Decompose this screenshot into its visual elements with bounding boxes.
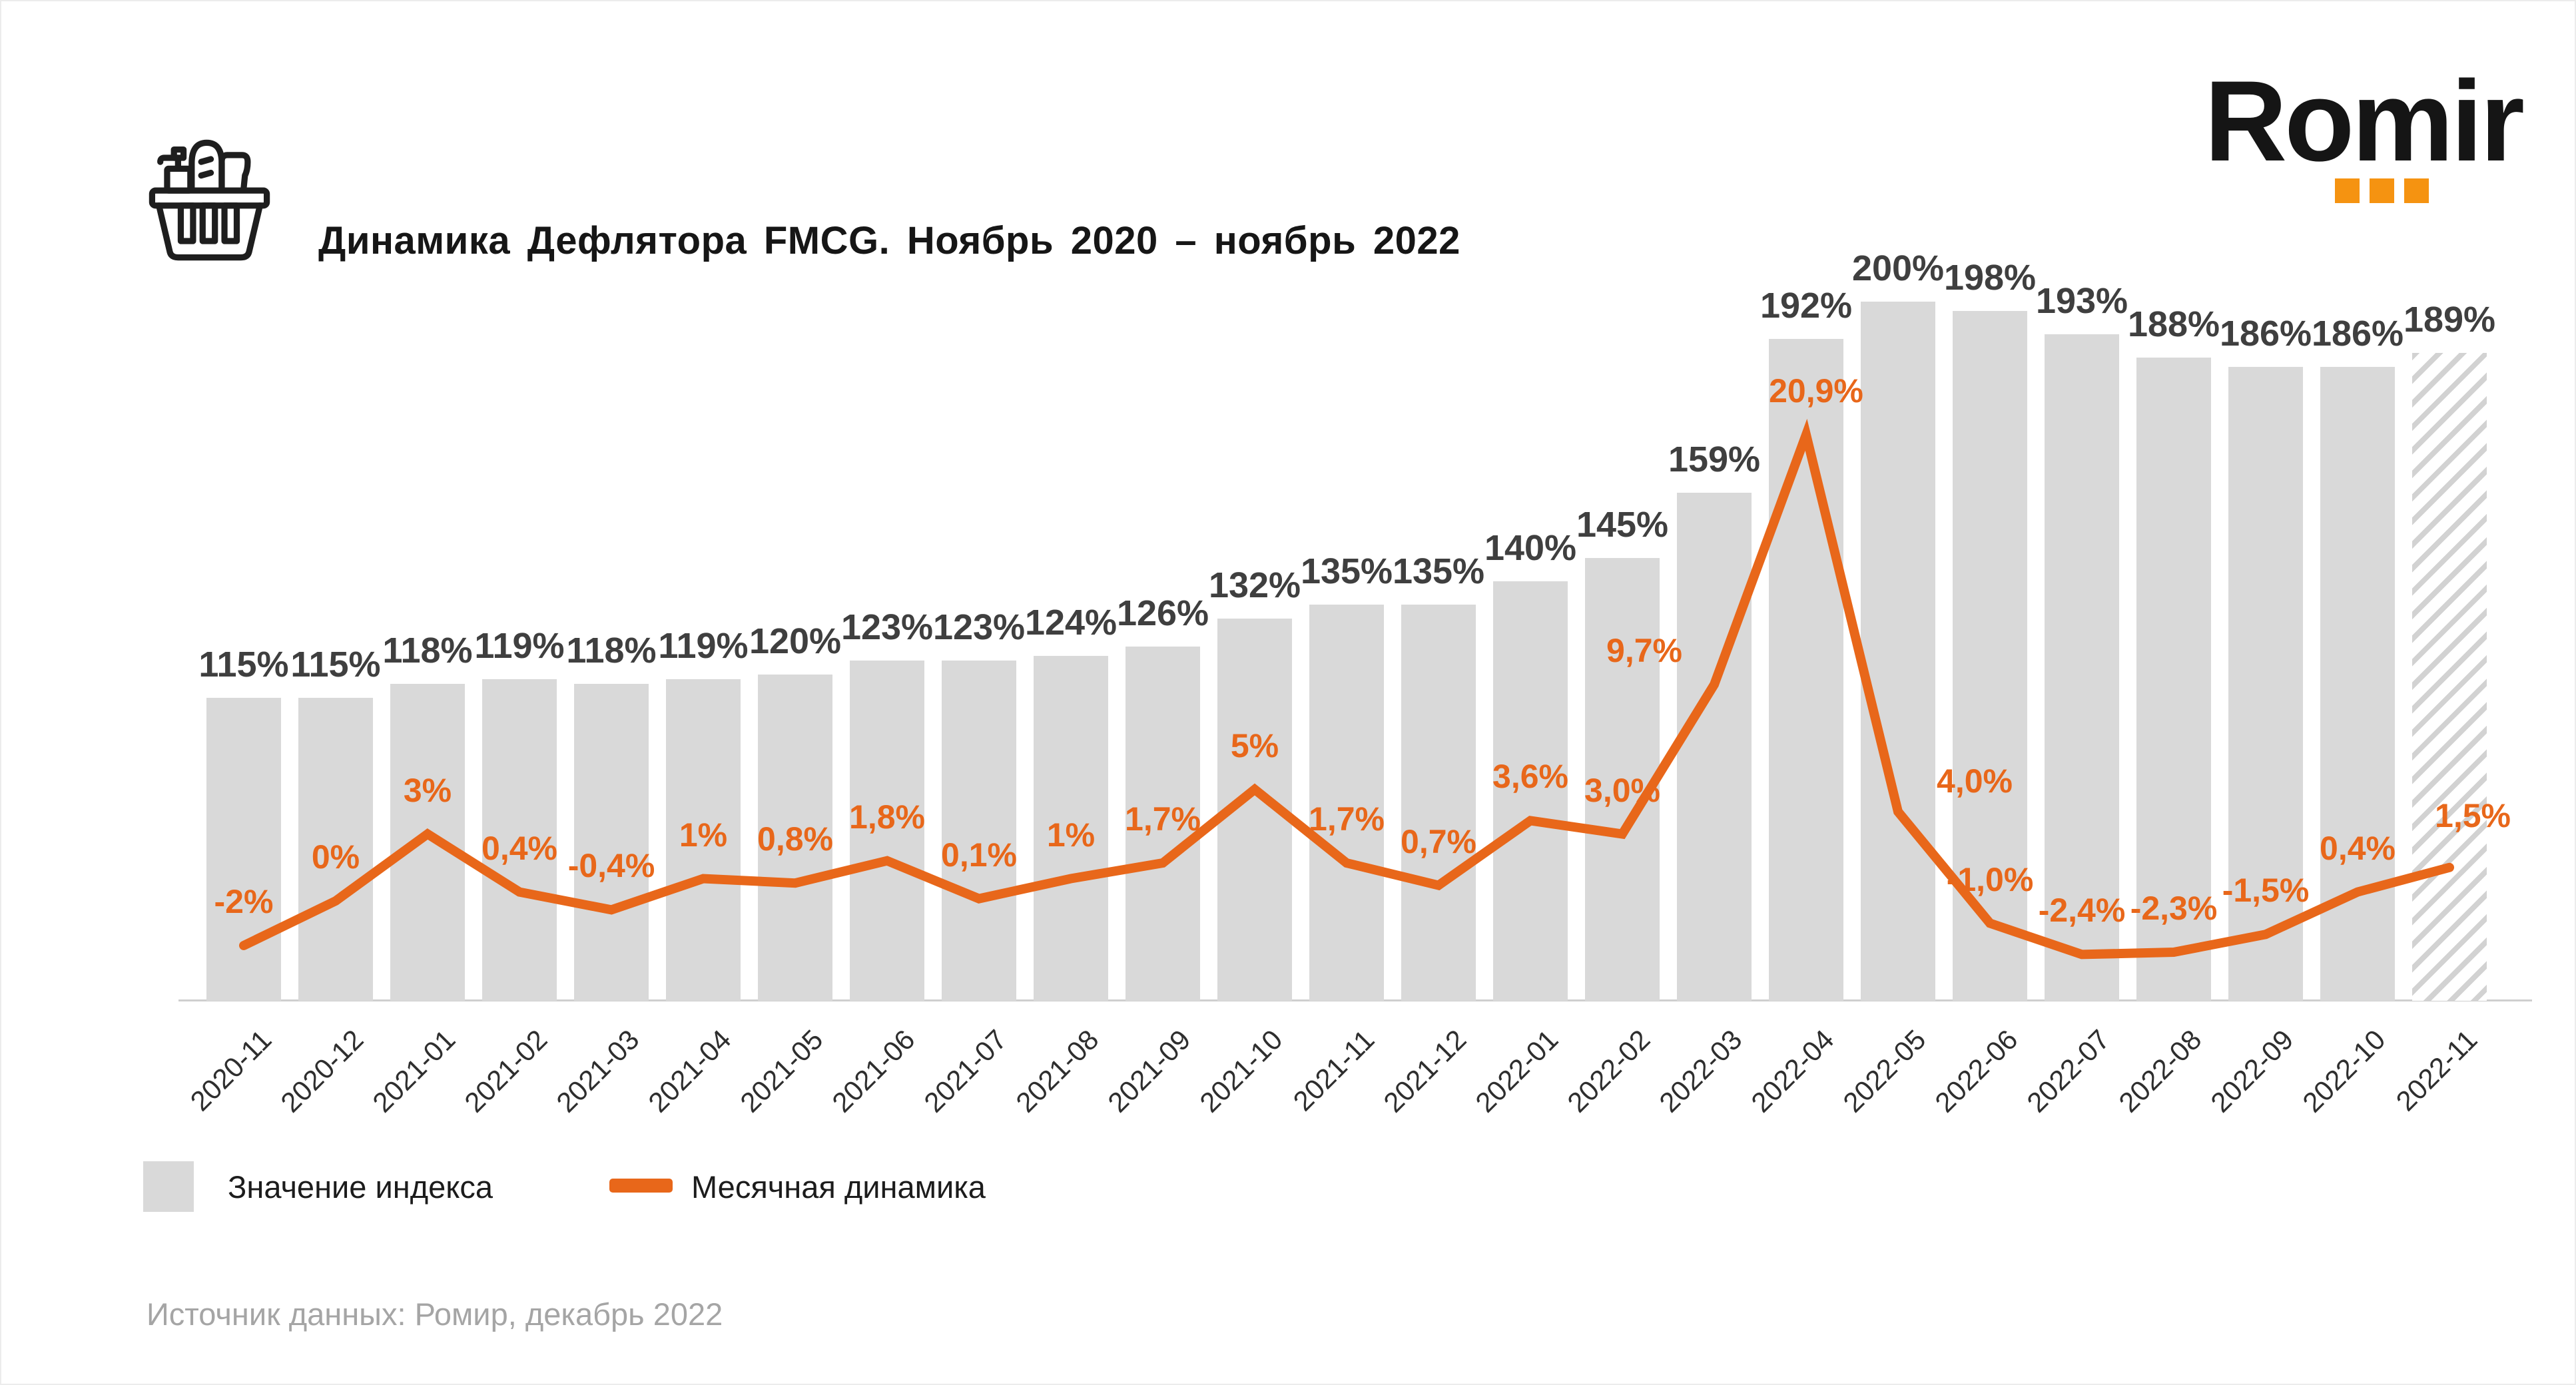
line-value-label: 0,4% <box>2320 829 2396 867</box>
line-value-label: 1% <box>679 816 728 854</box>
index-bar-2021-08 <box>1034 656 1108 1001</box>
line-value-label: 0,8% <box>757 820 833 858</box>
line-value-label: 3% <box>403 771 452 809</box>
bar-value-label: 186% <box>2311 314 2404 354</box>
line-value-label: -2,3% <box>2130 890 2218 928</box>
bar-value-label: 198% <box>1943 258 2037 298</box>
index-bar-2022-09 <box>2228 367 2303 1001</box>
index-bar-2022-11 <box>2412 353 2487 1001</box>
line-value-label: 4,0% <box>1937 762 2013 800</box>
bar-value-label: 124% <box>1024 603 1118 643</box>
line-value-label: 0,7% <box>1401 822 1476 860</box>
romir-logo-text: Romir <box>2204 57 2525 185</box>
romir-logo: Romir <box>2204 57 2525 217</box>
index-bar-2021-05 <box>758 675 832 1001</box>
index-bar-2021-07 <box>942 661 1016 1001</box>
index-bar-2021-03 <box>574 684 649 1001</box>
line-value-label: -0,4% <box>567 847 655 885</box>
bar-value-label: 192% <box>1760 286 1853 326</box>
bar-value-label: 193% <box>2035 281 2128 321</box>
bar-value-label: 120% <box>749 621 842 661</box>
legend-swatch-monthly-line <box>609 1179 673 1193</box>
bar-value-label: 118% <box>566 631 657 671</box>
index-bar-2020-12 <box>298 698 373 1001</box>
line-value-label: 1,5% <box>2435 796 2511 834</box>
logo-dot-icon <box>2404 178 2429 203</box>
index-bar-2021-12 <box>1401 605 1476 1001</box>
index-bar-2022-08 <box>2136 358 2211 1001</box>
index-bar-2021-04 <box>666 679 741 1001</box>
data-source-note: Источник данных: Ромир, декабрь 2022 <box>147 1296 723 1332</box>
bar-value-label: 135% <box>1392 551 1485 591</box>
bar-value-label: 159% <box>1668 439 1761 479</box>
bar-value-label: 115% <box>290 645 381 685</box>
index-bar-2022-07 <box>2045 334 2119 1001</box>
line-value-label: 0% <box>311 838 360 876</box>
bar-value-label: 145% <box>1576 505 1669 545</box>
bar-value-label: 126% <box>1116 593 1209 633</box>
line-value-label: -2% <box>214 883 274 920</box>
legend-label-index: Значение индекса <box>228 1169 493 1205</box>
bar-value-label: 135% <box>1300 551 1393 591</box>
legend-swatch-index-bar <box>143 1161 194 1212</box>
bar-value-label: 115% <box>198 645 289 685</box>
line-value-label: 0,4% <box>482 829 557 867</box>
line-value-label: 5% <box>1230 726 1279 764</box>
line-value-label: -1,0% <box>1946 860 2034 898</box>
bar-value-label: 132% <box>1208 565 1301 605</box>
index-bar-2021-02 <box>482 679 557 1001</box>
line-value-label: 0,1% <box>941 836 1017 874</box>
bar-value-label: 118% <box>382 631 473 671</box>
bar-value-label: 119% <box>658 626 749 666</box>
index-bar-2021-09 <box>1126 647 1200 1001</box>
line-value-label: 20,9% <box>1769 372 1863 410</box>
bar-value-label: 123% <box>932 607 1026 647</box>
line-value-label: 3,6% <box>1492 758 1568 796</box>
line-value-label: 1,7% <box>1309 800 1385 838</box>
index-bar-2022-01 <box>1493 581 1568 1001</box>
line-value-label: -1,5% <box>2222 872 2310 910</box>
index-bar-2022-02 <box>1585 558 1660 1001</box>
line-value-label: 1,7% <box>1125 800 1201 838</box>
bar-value-label: 119% <box>474 626 565 666</box>
bar-value-label: 188% <box>2127 304 2220 344</box>
bar-value-label: 140% <box>1484 528 1577 568</box>
bar-value-label: 189% <box>2403 300 2496 340</box>
bar-value-label: 186% <box>2219 314 2312 354</box>
index-bar-2021-06 <box>850 661 924 1001</box>
page-title: Динамика Дефлятора FMCG. Ноябрь 2020 – н… <box>318 219 1460 262</box>
line-value-label: -2,4% <box>2038 892 2126 930</box>
legend-label-monthly: Месячная динамика <box>691 1169 986 1205</box>
logo-dot-icon <box>2370 178 2394 203</box>
line-value-label: 9,7% <box>1606 632 1682 670</box>
index-bar-2022-03 <box>1677 493 1752 1001</box>
line-value-label: 1,8% <box>849 798 925 836</box>
bar-value-label: 123% <box>840 607 934 647</box>
index-bar-2021-11 <box>1309 605 1384 1001</box>
index-bar-2022-05 <box>1861 302 1935 1001</box>
index-bar-2020-11 <box>206 698 281 1001</box>
line-value-label: 3,0% <box>1584 771 1660 809</box>
logo-dot-icon <box>2335 178 2360 203</box>
line-value-label: 1% <box>1046 816 1096 854</box>
bar-value-label: 200% <box>1851 248 1945 288</box>
grocery-basket-icon <box>149 139 270 261</box>
index-bar-2021-01 <box>390 684 465 1001</box>
